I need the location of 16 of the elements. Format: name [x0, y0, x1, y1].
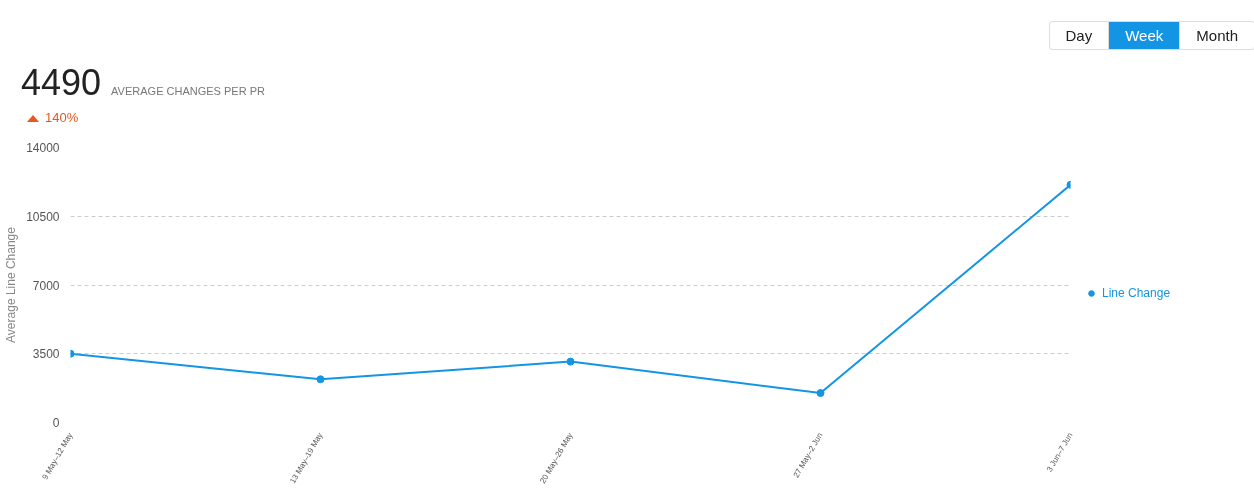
point: [316, 375, 325, 384]
text: Day: [1064, 26, 1094, 46]
text: 140%: [44, 109, 79, 127]
y-tick-label: 7000: [32, 278, 60, 293]
y-axis-title: Average Line Change: [4, 226, 19, 343]
chart-subtitle: AVERAGE CHANGES PER PR: [111, 85, 265, 97]
text: Month: [1179, 22, 1254, 50]
y-tick-label: 0: [52, 416, 60, 430]
point: [816, 389, 825, 398]
text: Week: [1108, 22, 1180, 50]
y-tick-label: 3500: [32, 347, 60, 362]
y-tick-label: 10500: [26, 209, 60, 224]
legend-label: Line Change: [1102, 286, 1171, 300]
y-tick-label: 14000: [26, 141, 60, 155]
chart-title: 4490: [21, 62, 102, 103]
point: [566, 357, 575, 366]
